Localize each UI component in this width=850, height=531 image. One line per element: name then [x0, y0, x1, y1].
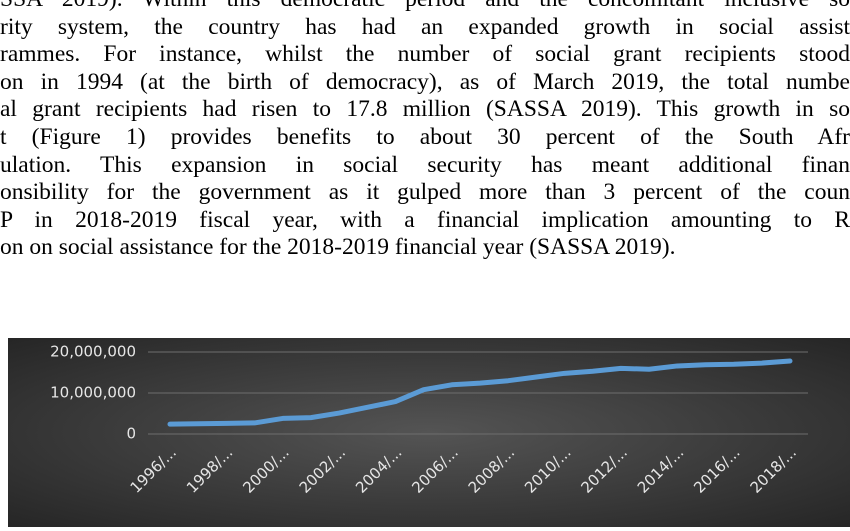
text-line: al grant recipients had risen to 17.8 mi… [0, 96, 850, 123]
text-line: SSA 2019). Within this democratic period… [0, 0, 850, 14]
text-line: onsibility for the government as it gulp… [0, 179, 850, 206]
text-line: rity system, the country has had an expa… [0, 13, 850, 40]
text-line: ulation. This expansion in social securi… [0, 151, 850, 178]
paragraph: SSA 2019). Within this democratic period… [0, 0, 850, 262]
text-line: rammes. For instance, whilst the number … [0, 41, 850, 68]
text-line: on in 1994 (at the birth of democracy), … [0, 68, 850, 95]
data-line [167, 358, 793, 427]
y-tick-label: 10,000,000 [50, 384, 136, 402]
text-line: on on social assistance for the 2018-201… [0, 234, 676, 261]
y-tick-label: 20,000,000 [50, 343, 136, 361]
text-line: t (Figure 1) provides benefits to about … [0, 123, 850, 150]
y-tick-label: 0 [126, 425, 136, 443]
text-line: P in 2018-2019 fiscal year, with a finan… [0, 206, 850, 233]
chart-background [8, 338, 850, 527]
